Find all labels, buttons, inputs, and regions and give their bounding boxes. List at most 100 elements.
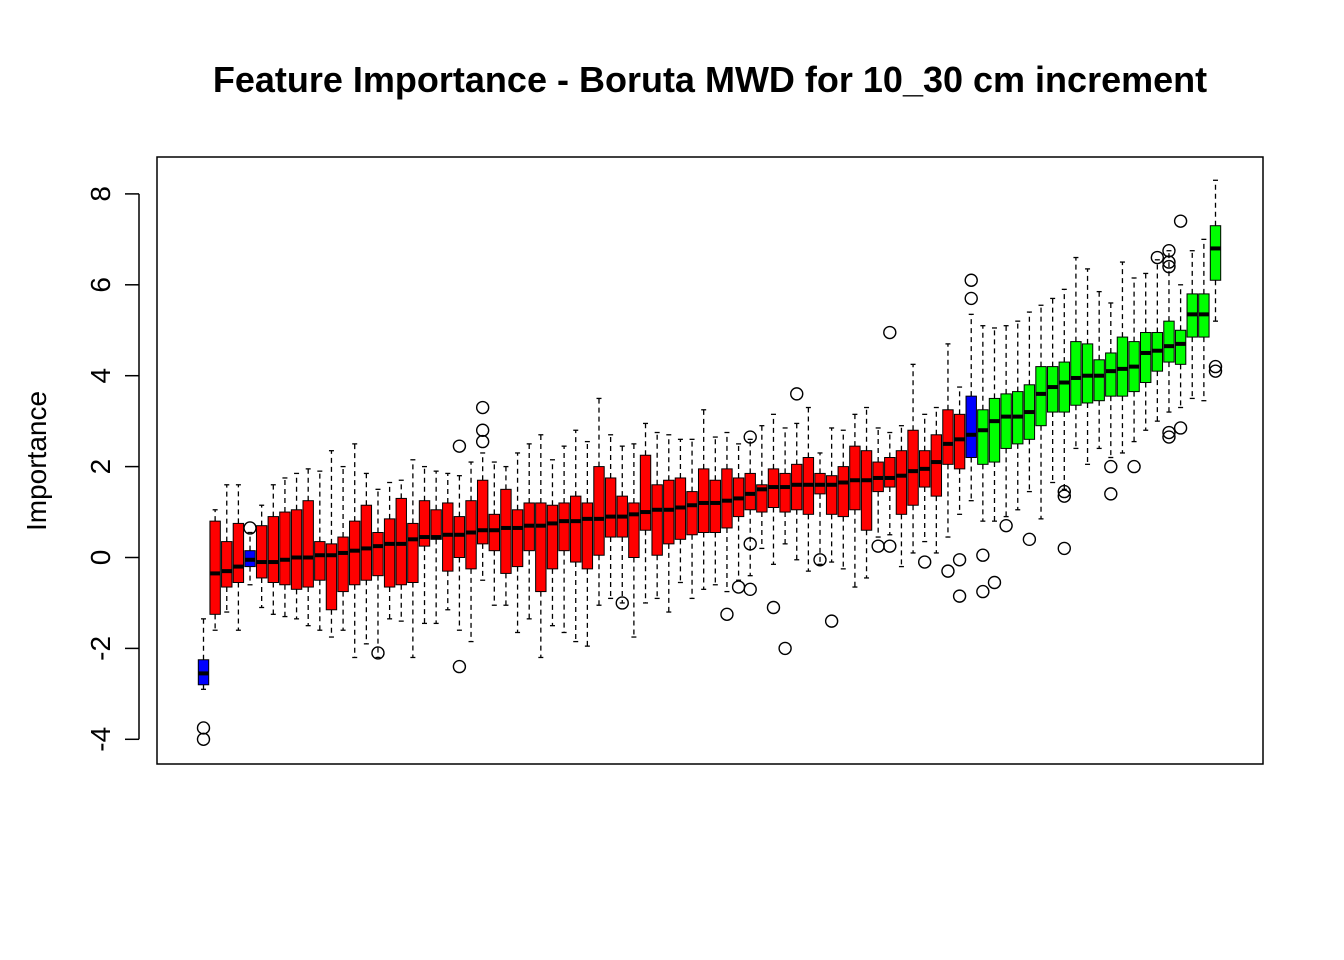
box-79 — [1104, 302, 1118, 501]
box-2 — [209, 509, 221, 631]
y-tick-label: 4 — [85, 368, 116, 384]
box-76 — [1070, 256, 1082, 450]
box-body — [663, 479, 675, 545]
box-body — [860, 450, 873, 531]
box-52 — [790, 387, 804, 561]
outlier-point — [1208, 359, 1223, 374]
outlier-point — [813, 553, 827, 567]
box-body — [535, 502, 547, 593]
box-16 — [371, 488, 385, 660]
outlier-point — [1162, 425, 1176, 440]
box-71 — [1012, 320, 1024, 511]
box-74 — [1046, 297, 1059, 484]
box-body — [604, 477, 617, 538]
box-body — [302, 500, 314, 588]
box-body — [255, 525, 268, 579]
box-body — [488, 513, 501, 552]
box-62 — [907, 363, 919, 554]
outlier-point — [1057, 484, 1071, 499]
box-body — [314, 541, 326, 581]
box-46 — [720, 431, 734, 622]
outlier-point — [452, 659, 467, 674]
box-body — [1174, 329, 1187, 365]
box-body — [1163, 320, 1175, 363]
box-49 — [756, 425, 768, 550]
box-25 — [475, 400, 490, 581]
outlier-point — [883, 325, 897, 340]
box-body — [697, 468, 710, 534]
box-85 — [1173, 214, 1188, 435]
box-31 — [546, 459, 559, 627]
box-39 — [639, 422, 652, 604]
box-body — [279, 511, 291, 586]
box-43 — [686, 438, 698, 600]
box-4 — [232, 484, 245, 631]
box-68 — [976, 325, 990, 599]
box-40 — [651, 431, 663, 600]
box-82 — [1140, 272, 1152, 431]
box-21 — [430, 470, 442, 625]
box-69 — [987, 327, 1002, 590]
outlier-point — [1173, 421, 1188, 435]
outlier-point — [987, 575, 1002, 590]
outlier-point — [1057, 541, 1071, 556]
box-body — [639, 454, 652, 531]
box-body — [953, 413, 966, 470]
box-1 — [196, 618, 211, 746]
box-34 — [581, 440, 594, 647]
box-6 — [255, 504, 268, 609]
boxplot-series — [196, 179, 1223, 746]
outlier-point — [196, 732, 211, 746]
box-body — [907, 429, 919, 506]
box-33 — [570, 429, 582, 643]
box-63 — [917, 413, 932, 569]
box-73 — [1035, 304, 1047, 520]
y-tick-label: 0 — [85, 550, 116, 566]
box-30 — [535, 434, 547, 659]
box-body — [1209, 225, 1222, 281]
box-72 — [1022, 311, 1037, 547]
box-42 — [674, 438, 687, 584]
box-15 — [360, 472, 373, 645]
box-body — [558, 502, 570, 552]
outlier-point — [743, 537, 757, 551]
box-body — [825, 475, 838, 515]
box-body — [221, 541, 233, 588]
box-27 — [500, 465, 512, 606]
box-body — [756, 484, 768, 513]
y-tick-label: 6 — [85, 277, 116, 293]
box-body — [372, 532, 384, 577]
outlier-point — [1162, 259, 1176, 274]
box-83 — [1150, 250, 1165, 422]
y-tick-label: -4 — [85, 727, 116, 752]
box-80 — [1116, 261, 1129, 454]
outlier-point — [1127, 459, 1141, 474]
box-38 — [628, 443, 640, 638]
box-37 — [615, 445, 629, 610]
box-20 — [418, 465, 431, 625]
outlier-point — [371, 646, 385, 660]
box-75 — [1057, 288, 1071, 556]
box-body — [895, 450, 908, 515]
box-body — [1093, 359, 1105, 402]
outlier-point — [1022, 532, 1037, 547]
box-5 — [243, 521, 257, 586]
outlier-point — [452, 439, 467, 453]
box-body — [1116, 336, 1129, 397]
box-14 — [349, 443, 361, 659]
box-54 — [813, 452, 827, 567]
outlier-point — [475, 434, 490, 449]
y-tick-label: -2 — [85, 636, 116, 661]
box-body — [1058, 361, 1070, 413]
outlier-point — [475, 400, 490, 415]
y-axis: -4 -2 0 2 4 6 8 — [85, 186, 140, 752]
box-22 — [442, 472, 454, 611]
outlier-point — [941, 564, 955, 578]
box-body — [1105, 352, 1117, 397]
box-body — [942, 409, 954, 465]
box-7 — [267, 484, 279, 615]
box-body — [849, 445, 861, 511]
box-body — [1081, 343, 1094, 404]
box-body — [884, 457, 896, 488]
